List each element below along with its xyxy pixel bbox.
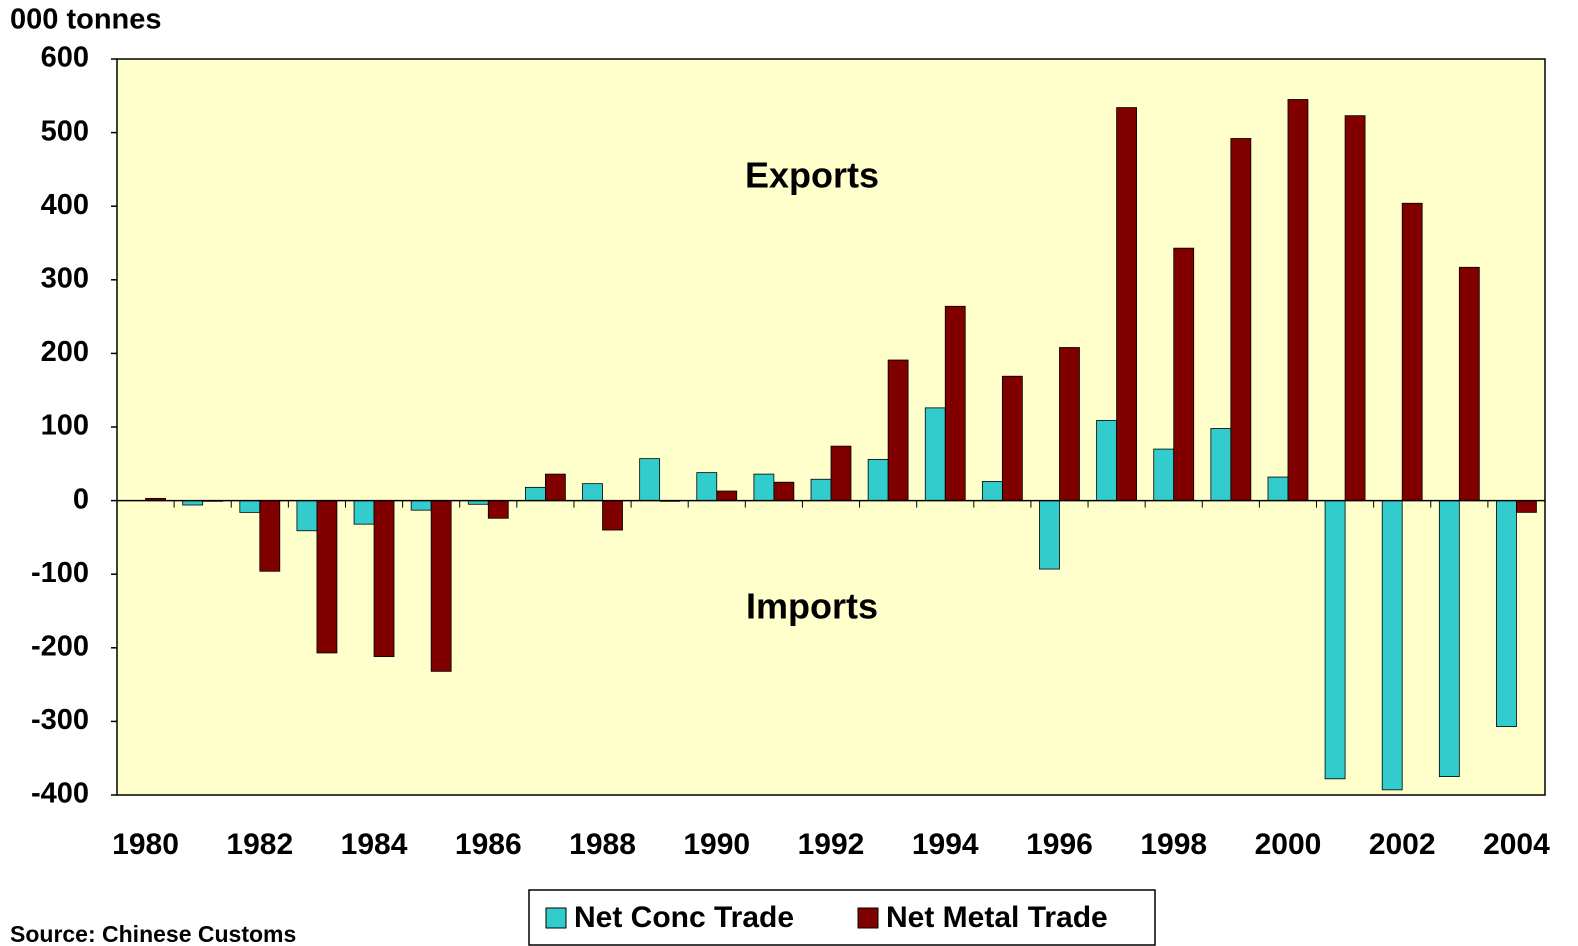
bar [602,500,623,531]
bar [545,473,566,502]
bar [1438,500,1460,778]
x-tick-label: 1984 [341,828,408,861]
bar [753,473,775,502]
x-tick-label: 1990 [683,828,750,861]
x-tick-label: 2004 [1483,828,1550,861]
bar [1458,266,1480,501]
annotation: Imports [746,586,878,627]
legend-swatch [857,907,879,929]
bar [1516,500,1537,513]
y-tick-label: 200 [41,336,89,368]
bar [430,500,452,672]
bar [1496,500,1517,727]
y-tick-label: -100 [31,557,89,589]
x-tick-label: 2002 [1369,828,1436,861]
y-tick-label: 0 [73,483,89,515]
bar [1324,500,1346,780]
bar [1210,428,1232,501]
bar [1230,138,1252,502]
bar [867,458,889,502]
y-tick-label: 100 [41,410,89,442]
bar [582,483,603,501]
bar [239,500,261,513]
bar [1401,202,1423,501]
bar [316,500,338,654]
y-tick-label: 400 [41,189,89,221]
bar [924,407,946,502]
bar [353,500,375,525]
x-tick-label: 1998 [1140,828,1207,861]
annotation: Exports [745,155,879,196]
x-tick-label: 1986 [455,828,522,861]
bar [716,490,738,502]
x-tick-label: 1982 [226,828,293,861]
bar [981,481,1003,501]
y-tick-label: -400 [31,778,89,810]
bar [1001,375,1023,502]
bar [259,500,281,572]
y-tick-label: 500 [41,115,89,147]
x-tick-label: 1994 [912,828,979,861]
x-tick-label: 1996 [1026,828,1093,861]
bar [373,500,395,658]
bar [944,305,966,501]
bar [1153,448,1175,501]
y-tick-label: -200 [31,630,89,662]
bar [1059,347,1080,501]
legend-label: Net Metal Trade [886,901,1108,934]
bar [1116,107,1137,501]
bar [639,458,661,502]
y-tick-label: -300 [31,704,89,736]
bar [1173,247,1195,501]
bar [773,481,795,502]
bar [296,500,318,532]
legend-swatch [545,907,567,929]
y-tick-label: 600 [41,42,89,74]
bar [410,500,432,511]
x-tick-label: 1988 [569,828,636,861]
x-tick-label: 1992 [798,828,865,861]
bar [487,500,509,519]
legend-label: Net Conc Trade [574,901,794,934]
bar [525,486,546,501]
bar [1381,500,1403,791]
y-axis-label: 000 tonnes [10,4,162,36]
bar [1287,99,1309,501]
bar [1039,500,1060,570]
y-tick-label: 300 [41,262,89,294]
bar [830,445,852,501]
source-note: Source: Chinese Customs [10,921,296,946]
bar [1344,115,1366,502]
bar [1096,419,1118,502]
bar [1267,476,1289,502]
x-tick-label: 2000 [1255,828,1322,861]
legend-box [528,889,1156,946]
x-tick-label: 1980 [112,828,179,861]
bar [810,478,832,502]
bar [887,359,909,501]
bar [696,472,718,501]
